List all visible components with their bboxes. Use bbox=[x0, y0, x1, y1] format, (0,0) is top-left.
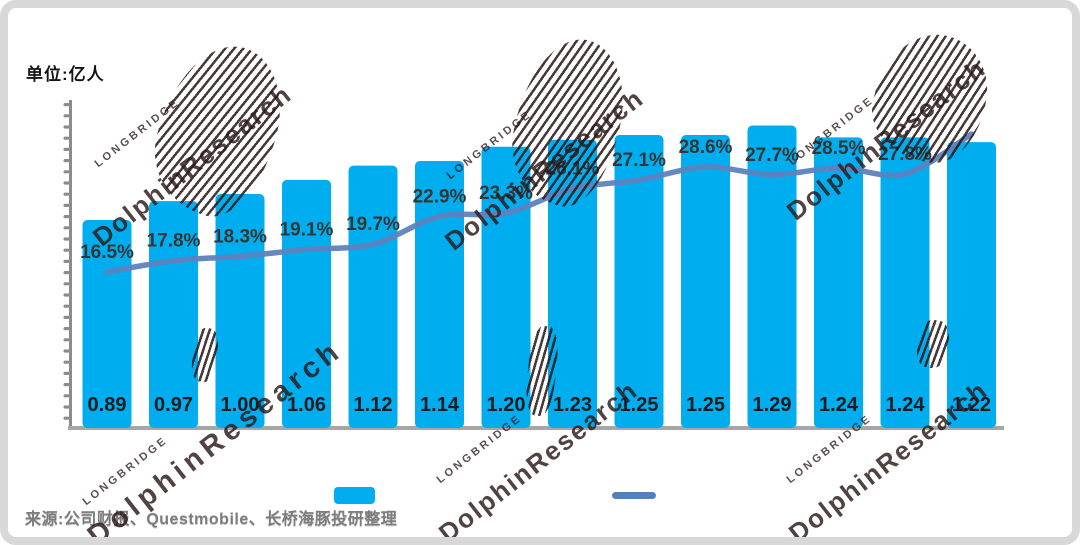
y-axis bbox=[69, 100, 72, 430]
pct-label: 18.3% bbox=[213, 226, 267, 247]
y-axis-tick bbox=[63, 147, 70, 151]
pct-label: 27.1% bbox=[612, 150, 666, 171]
legend-bar-swatch bbox=[334, 487, 375, 504]
y-axis-tick bbox=[63, 226, 70, 230]
bar bbox=[348, 165, 398, 428]
pct-label: 23.3% bbox=[479, 183, 533, 204]
bar-value-label: 1.25 bbox=[620, 394, 659, 416]
bar-value-label: 0.89 bbox=[88, 394, 127, 416]
y-axis-tick bbox=[63, 405, 70, 409]
y-axis-tick bbox=[63, 315, 70, 319]
bar-value-label: 1.22 bbox=[952, 394, 991, 416]
y-axis-tick bbox=[63, 103, 70, 107]
bar-value-label: 1.20 bbox=[487, 394, 526, 416]
pct-label: 16.5% bbox=[80, 242, 134, 263]
pct-label: 17.8% bbox=[147, 231, 201, 252]
bar-value-label: 1.29 bbox=[753, 394, 792, 416]
bar bbox=[747, 125, 797, 428]
pct-label: 22.9% bbox=[413, 186, 467, 207]
pct-label: 27.8% bbox=[878, 144, 932, 165]
pct-label: 26.1% bbox=[546, 159, 600, 180]
y-axis-tick bbox=[63, 304, 70, 308]
bar-value-label: 1.12 bbox=[354, 394, 393, 416]
pct-label: 27.7% bbox=[745, 145, 799, 166]
bar bbox=[282, 179, 331, 428]
bar-value-label: 0.97 bbox=[154, 394, 193, 416]
source-note: 来源:公司财报、Questmobile、长桥海豚投研整理 bbox=[25, 511, 398, 528]
y-axis-tick bbox=[63, 360, 70, 364]
y-axis-tick bbox=[63, 170, 70, 174]
y-axis-tick bbox=[63, 349, 70, 353]
y-axis-tick bbox=[63, 203, 70, 207]
y-axis-tick bbox=[63, 394, 70, 398]
y-axis-tick bbox=[63, 293, 70, 297]
y-axis-tick bbox=[63, 371, 70, 375]
pct-label: 28.5% bbox=[812, 138, 866, 159]
bar-value-label: 1.24 bbox=[819, 394, 859, 416]
unit-label: 单位:亿人 bbox=[26, 65, 105, 84]
y-axis-tick bbox=[63, 327, 70, 331]
y-axis-tick bbox=[63, 259, 70, 263]
y-axis-tick bbox=[63, 125, 70, 129]
bar-value-label: 1.23 bbox=[553, 394, 592, 416]
bar bbox=[947, 142, 996, 428]
bar bbox=[880, 137, 930, 429]
bar-value-label: 1.14 bbox=[420, 394, 460, 416]
y-axis-tick bbox=[63, 159, 70, 163]
y-axis-tick bbox=[63, 282, 70, 286]
legend-line-swatch bbox=[612, 492, 656, 499]
x-axis bbox=[68, 426, 1004, 430]
y-axis-tick bbox=[63, 248, 70, 252]
y-axis-tick bbox=[63, 136, 70, 140]
pct-label: 19.7% bbox=[346, 214, 400, 235]
y-axis-tick bbox=[63, 338, 70, 342]
y-axis-tick bbox=[63, 192, 70, 196]
bar bbox=[415, 160, 464, 428]
pct-label: 28.6% bbox=[679, 137, 733, 158]
y-axis-tick bbox=[63, 215, 70, 219]
pct-label: 19.1% bbox=[280, 219, 334, 240]
bar bbox=[681, 135, 730, 428]
bar-value-label: 1.06 bbox=[287, 394, 326, 416]
y-axis-tick bbox=[63, 181, 70, 185]
bar bbox=[814, 137, 863, 429]
y-axis-tick bbox=[63, 237, 70, 241]
bar-value-label: 1.25 bbox=[686, 394, 725, 416]
bar-value-label: 1.24 bbox=[886, 394, 926, 416]
y-axis-tick bbox=[63, 271, 70, 275]
y-axis-tick bbox=[63, 383, 70, 387]
y-axis-tick bbox=[63, 114, 70, 118]
y-axis-tick bbox=[63, 416, 70, 420]
bar-value-label: 1.00 bbox=[221, 394, 260, 416]
